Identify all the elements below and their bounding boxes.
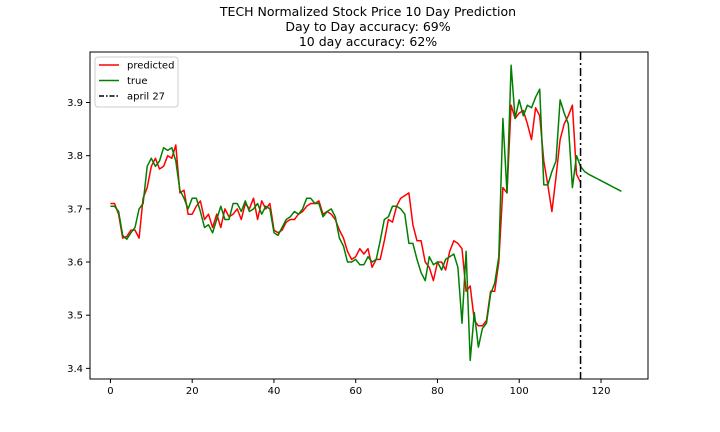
y-tick-label: 3.7 [67,204,83,215]
plot-area-frame [89,51,649,380]
x-tick-label: 60 [349,386,362,397]
subtitle-line-1: Day to Day accuracy: 69% [285,19,450,34]
x-axis: 0 20 40 60 80 100 120 [107,379,611,397]
x-tick-label: 120 [591,386,610,397]
series-layer [110,64,622,362]
y-tick-label: 3.4 [67,364,83,375]
legend-item-april-27-label: april 27 [127,92,165,103]
x-tick-label: 100 [510,386,529,397]
x-tick-label: 40 [268,386,281,397]
subtitle-line-2: 10 day accuracy: 62% [299,34,437,49]
series-line-predicted [110,104,582,327]
y-tick-label: 3.9 [67,98,83,109]
y-tick-label: 3.6 [67,258,83,269]
legend-item-predicted-label: predicted [127,61,174,72]
chart-title: TECH Normalized Stock Price 10 Day Predi… [219,4,516,49]
y-tick-label: 3.5 [67,311,83,322]
legend: predicted true april 27 [94,56,179,108]
title-text: TECH Normalized Stock Price 10 Day Predi… [219,4,516,19]
y-axis: 3.4 3.5 3.6 3.7 3.8 3.9 [67,98,90,375]
x-tick-label: 20 [186,386,199,397]
x-tick-label: 80 [431,386,444,397]
legend-item-true-label: true [127,76,148,87]
series-line-true [110,64,582,362]
y-tick-label: 3.8 [67,151,83,162]
x-tick-label: 0 [107,386,113,397]
series-line-continuation [579,165,622,192]
legend-box [94,56,179,108]
